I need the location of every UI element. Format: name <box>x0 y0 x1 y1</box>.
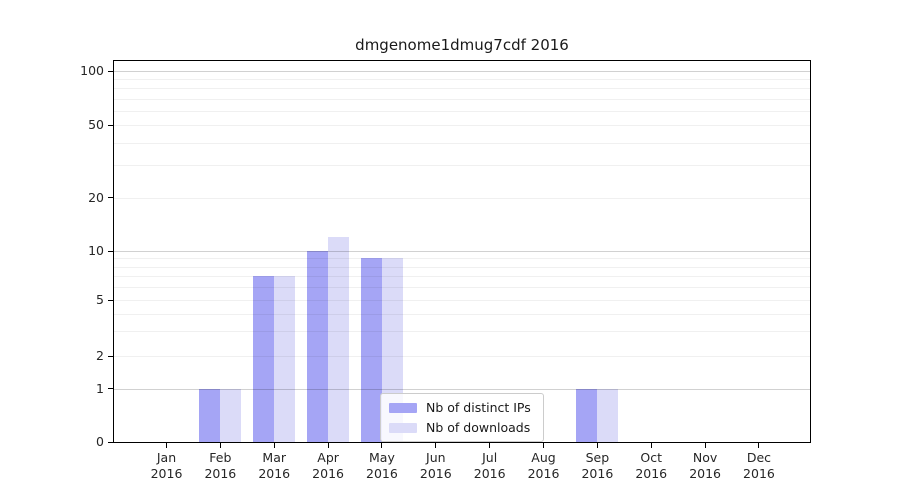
x-tick-label: Apr 2016 <box>312 450 344 481</box>
major-gridline <box>114 71 810 72</box>
x-tick-label: May 2016 <box>366 450 398 481</box>
legend-label-distinct-ips: Nb of distinct IPs <box>426 400 531 415</box>
distinct-ips-swatch <box>389 402 417 413</box>
x-tick-mark <box>435 443 437 448</box>
minor-gridline <box>114 287 810 289</box>
x-tick-label: Oct 2016 <box>635 450 668 481</box>
y-tick-mark <box>108 355 113 357</box>
minor-gridline <box>114 125 810 126</box>
x-tick-mark <box>381 443 383 448</box>
y-tick-label: 2 <box>96 348 104 363</box>
y-tick-mark <box>108 388 113 389</box>
x-tick-label: Jul 2016 <box>473 450 506 481</box>
bar-sep-distinct-ips <box>576 388 598 442</box>
y-tick-label: 20 <box>88 189 104 205</box>
x-tick-label: Feb 2016 <box>204 450 237 481</box>
legend-label-downloads: Nb of downloads <box>426 420 531 435</box>
minor-gridline <box>114 258 810 260</box>
x-tick-label: Aug 2016 <box>527 450 560 481</box>
x-tick-label: Jan 2016 <box>150 450 183 481</box>
minor-gridline <box>114 300 810 301</box>
minor-gridline <box>114 142 810 144</box>
minor-gridline <box>114 98 810 100</box>
legend-item-distinct-ips: Nb of distinct IPs <box>389 400 535 415</box>
minor-gridline <box>114 356 810 357</box>
y-tick-label: 50 <box>88 117 104 132</box>
y-tick-label: 10 <box>88 243 104 258</box>
chart-title: dmgenome1dmug7cdf 2016 <box>355 36 569 54</box>
bar-apr-distinct-ips <box>307 251 329 442</box>
bars-layer <box>114 61 810 442</box>
x-tick-mark <box>650 443 652 448</box>
y-tick-label: 0 <box>96 434 104 449</box>
x-tick-mark <box>543 443 545 448</box>
x-tick-mark <box>273 443 275 448</box>
bar-apr-downloads <box>328 236 350 442</box>
x-tick-mark <box>704 443 706 448</box>
y-tick-mark <box>108 197 113 198</box>
axis-ticks-layer: 0 1 2 5 10 20 50 100 Jan 2016 Feb 2016 Mar 2016 Apr… <box>80 61 810 481</box>
x-tick-label: Sep 2016 <box>581 450 614 481</box>
plot-area: 0 1 2 5 10 20 50 100 Jan 2016 Feb 2016 Mar 2016 Apr… <box>80 60 811 481</box>
major-gridline <box>114 251 810 252</box>
x-tick-mark <box>596 443 598 448</box>
downloads-swatch <box>389 422 417 433</box>
legend-item-downloads: Nb of downloads <box>389 420 535 435</box>
minor-gridline <box>114 276 810 278</box>
minor-gridline <box>114 331 810 333</box>
x-tick-mark <box>489 443 491 448</box>
grid-layer <box>114 61 810 442</box>
minor-gridline <box>114 165 810 167</box>
major-gridline <box>114 388 810 390</box>
minor-gridline <box>114 197 810 199</box>
y-tick-mark <box>108 299 113 301</box>
bar-sep-downloads <box>597 388 619 442</box>
bar-feb-downloads <box>220 388 242 442</box>
x-tick-label: Mar 2016 <box>258 450 291 481</box>
x-tick-label: Jun 2016 <box>419 450 452 481</box>
x-tick-mark <box>327 443 329 448</box>
bar-feb-distinct-ips <box>199 388 221 442</box>
bar-mar-downloads <box>274 276 296 442</box>
minor-gridline <box>114 88 810 90</box>
minor-gridline <box>114 313 810 315</box>
x-tick-mark <box>758 443 760 448</box>
x-tick-mark <box>166 443 167 448</box>
minor-gridline <box>114 110 810 112</box>
minor-gridline <box>114 79 810 81</box>
minor-gridline <box>114 266 810 268</box>
x-tick-mark <box>219 443 221 448</box>
y-tick-mark <box>108 250 113 252</box>
bar-may-distinct-ips <box>360 258 382 442</box>
y-tick-mark <box>108 441 113 443</box>
y-tick-label: 1 <box>96 380 104 396</box>
y-tick-label: 5 <box>96 292 104 307</box>
y-tick-mark <box>108 70 113 72</box>
bar-mar-distinct-ips <box>253 276 275 442</box>
x-tick-label: Nov 2016 <box>689 450 721 481</box>
x-tick-label: Dec 2016 <box>743 450 775 481</box>
legend: Nb of distinct IPs Nb of downloads <box>380 393 544 442</box>
y-tick-mark <box>108 124 113 126</box>
y-tick-label: 100 <box>80 63 104 78</box>
